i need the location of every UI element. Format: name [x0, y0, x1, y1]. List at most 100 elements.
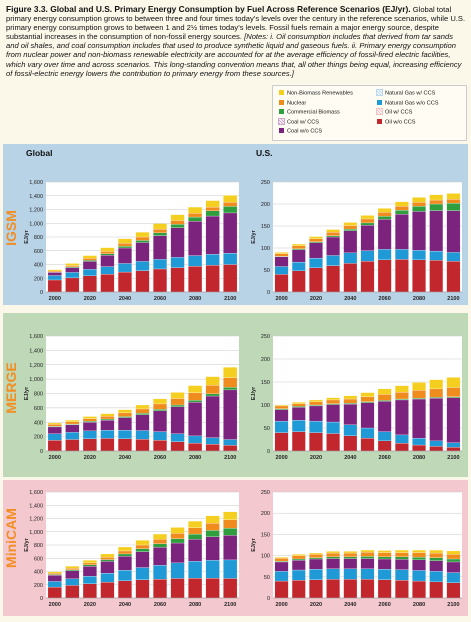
- bar-segment: [65, 265, 80, 268]
- bar-segment: [360, 250, 375, 262]
- bar-segment: [343, 552, 358, 557]
- x-tick-label: 2020: [310, 455, 322, 461]
- y-tick-label: 800: [34, 543, 43, 549]
- bar-segment: [205, 560, 220, 579]
- y-tick-label: 1,000: [29, 377, 43, 383]
- bar-segment: [117, 580, 132, 599]
- bar-segment: [47, 575, 62, 582]
- bar-segment: [100, 416, 115, 420]
- bar-segment: [291, 555, 306, 560]
- x-tick-label: 2000: [49, 455, 61, 461]
- y-tick-label: 0: [267, 290, 270, 296]
- bar-segment: [188, 521, 203, 528]
- bar-segment: [309, 552, 323, 555]
- bar-segment: [326, 265, 340, 293]
- bar-segment: [309, 405, 323, 422]
- bar-segment: [343, 225, 358, 230]
- bar-segment: [360, 401, 375, 403]
- y-tick-label: 1,000: [29, 221, 43, 227]
- legend-label: Oil w/ CCS: [385, 109, 413, 116]
- bar-segment: [47, 433, 62, 441]
- bar-segment: [117, 409, 132, 414]
- bar-segment: [360, 396, 375, 402]
- bar-segment: [47, 581, 62, 588]
- bar-segment: [395, 391, 409, 400]
- x-tick-label: 2040: [119, 455, 131, 461]
- bar-segment: [82, 275, 97, 293]
- bar-segment: [205, 265, 220, 293]
- bar-segment: [188, 578, 203, 599]
- y-tick-label: 250: [261, 180, 270, 186]
- bar-segment: [343, 403, 358, 425]
- bar-segment: [377, 400, 392, 402]
- bar-segment: [135, 548, 150, 552]
- x-tick-label: 2060: [154, 602, 166, 608]
- bar-segment: [291, 580, 306, 599]
- bar-segment: [47, 275, 62, 281]
- bar-segment: [395, 552, 409, 557]
- x-tick-label: 2040: [344, 602, 356, 608]
- bar-segment: [82, 560, 97, 564]
- y-tick-label: 50: [264, 575, 270, 581]
- y-tick-label: 1,400: [29, 348, 43, 354]
- bar-segment: [377, 550, 392, 553]
- bar-segment: [412, 557, 426, 560]
- bar-segment: [117, 416, 132, 418]
- bar-segment: [326, 433, 340, 452]
- bar-segment: [326, 399, 340, 404]
- bar-segment: [170, 533, 185, 539]
- bar-segment: [274, 571, 289, 582]
- chart-minicam-us: 0 50 100 150 200 250 EJ/yr 2000 2020 2040 2060 2080…: [251, 490, 462, 608]
- bar-segment: [153, 235, 168, 260]
- legend-item: Oil w/o CCS: [377, 118, 415, 127]
- bar-segment: [395, 398, 409, 401]
- bar-segment: [291, 402, 306, 404]
- bar-segment: [309, 399, 323, 402]
- bar-segment: [446, 387, 461, 397]
- bar-segment: [395, 259, 409, 293]
- y-tick-label: 600: [34, 406, 43, 412]
- legend-item: Nuclear: [279, 99, 306, 108]
- bar-segment: [153, 533, 168, 540]
- bar-segment: [429, 571, 444, 583]
- bar-segment: [65, 585, 80, 599]
- y-tick-label: 400: [34, 420, 43, 426]
- bar-segment: [100, 419, 115, 431]
- chart-igsm-us: 0 50 100 150 200 250 EJ/yr 2000 2020 2040 2060 2080…: [251, 180, 462, 302]
- bar-segment: [446, 550, 461, 555]
- bar-segment: [274, 561, 289, 572]
- bar-segment: [82, 421, 97, 423]
- bar-segment: [170, 227, 185, 258]
- legend-swatch: [278, 117, 285, 125]
- bar-segment: [343, 568, 358, 580]
- bar-segment: [309, 267, 323, 293]
- y-axis-label: EJ/yr: [24, 537, 30, 551]
- bar-segment: [343, 435, 358, 452]
- bar-segment: [291, 407, 306, 421]
- bar-segment: [100, 557, 115, 560]
- figure-caption: Figure 3.3. Global and U.S. Primary Ener…: [6, 4, 466, 78]
- y-tick-label: 1,400: [29, 503, 43, 509]
- bar-segment: [395, 399, 409, 436]
- bar-segment: [395, 580, 409, 599]
- bar-segment: [360, 222, 375, 226]
- bar-segment: [205, 210, 220, 217]
- x-tick-label: 2040: [119, 296, 131, 302]
- bar-segment: [377, 259, 392, 293]
- bar-segment: [412, 211, 426, 251]
- bar-segment: [412, 552, 426, 558]
- legend-item: Natural Gas w/o CCS: [377, 99, 438, 108]
- y-tick-label: 150: [261, 224, 270, 230]
- legend-label: Non-Biomass Renewables: [287, 90, 353, 97]
- bar-segment: [446, 558, 461, 563]
- bar-segment: [309, 404, 323, 407]
- figure-title: Figure 3.3. Global and U.S. Primary Ener…: [6, 4, 411, 14]
- bar-segment: [412, 570, 426, 582]
- bar-segment: [446, 261, 461, 293]
- bar-segment: [291, 243, 306, 246]
- bar-segment: [153, 409, 168, 411]
- bar-segment: [117, 550, 132, 555]
- bar-segment: [309, 432, 323, 452]
- bar-segment: [309, 579, 323, 599]
- bar-segment: [100, 559, 115, 562]
